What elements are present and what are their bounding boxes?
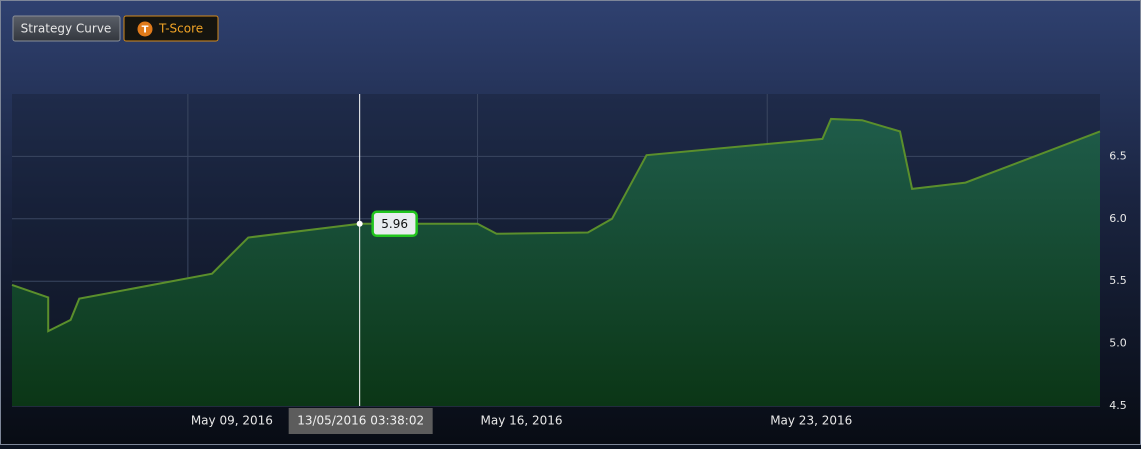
icon-letter: T bbox=[142, 25, 149, 36]
area-fill bbox=[12, 118, 1100, 407]
y-tick-label: 4.5 bbox=[1109, 399, 1127, 412]
button-label: Strategy Curve bbox=[21, 22, 112, 36]
crosshair-x-label: 13/05/2016 03:38:02 bbox=[297, 414, 424, 428]
y-tick-label: 6.5 bbox=[1109, 149, 1127, 162]
y-tick-label: 5.5 bbox=[1109, 274, 1127, 287]
x-tick-label: May 23, 2016 bbox=[770, 414, 852, 428]
y-tick-label: 5.0 bbox=[1109, 337, 1127, 350]
icon bbox=[137, 21, 153, 37]
x-tick-label: May 09, 2016 bbox=[191, 414, 273, 428]
line bbox=[11, 117, 1101, 333]
plot: 4.5 5.0 5.5 6.0 6.5 May 09, 2016 May 16, 2016 M… bbox=[11, 94, 1127, 434]
strategy-curve-button[interactable]: Strategy Curve bbox=[12, 15, 121, 42]
crosshair-x-box bbox=[288, 408, 433, 434]
y-tick-label: 6.0 bbox=[1109, 212, 1127, 225]
crosshair-point bbox=[356, 220, 363, 227]
x-tick-label: May 16, 2016 bbox=[481, 414, 563, 428]
tooltip-value: 5.96 bbox=[381, 217, 408, 231]
t-score-button[interactable]: T T-Score bbox=[123, 15, 219, 42]
tooltip-box bbox=[371, 210, 418, 238]
button-label: T-Score bbox=[158, 22, 203, 36]
